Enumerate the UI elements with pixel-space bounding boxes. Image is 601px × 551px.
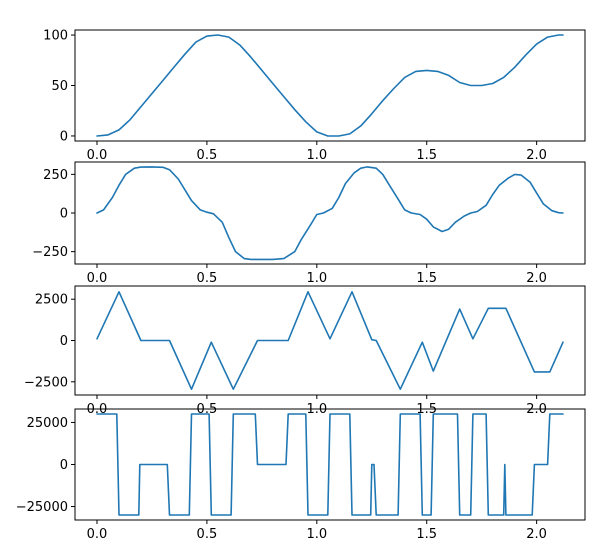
series-line xyxy=(96,34,564,137)
x-tick-label: 1.0 xyxy=(306,148,327,163)
x-tick-label: 1.0 xyxy=(306,527,327,542)
x-tick-label: 1.5 xyxy=(416,271,437,286)
subplot-2: 0.0 0.5 1.0 1.5 2.0 250 0 −250 xyxy=(32,161,586,286)
y-tick-label: −25000 xyxy=(16,500,68,515)
axes-frame xyxy=(74,29,586,142)
x-tick-label: 0.5 xyxy=(197,271,218,286)
x-tick-label: 0.5 xyxy=(197,527,218,542)
x-tick-label: 0.0 xyxy=(87,148,108,163)
x-tick-label: 1.5 xyxy=(416,527,437,542)
y-tick-label: 2500 xyxy=(35,293,68,308)
y-tick-label: 50 xyxy=(51,79,68,94)
y-tick-label: 0 xyxy=(60,334,68,349)
series-line xyxy=(96,413,564,516)
y-tick-label: −250 xyxy=(32,245,68,260)
x-tick-label: 0.0 xyxy=(87,527,108,542)
x-tick-label: 0.0 xyxy=(87,271,108,286)
y-tick-label: 100 xyxy=(43,29,68,44)
y-tick-label: 0 xyxy=(60,207,68,222)
x-tick-label: 1.5 xyxy=(416,148,437,163)
x-tick-label: 2.0 xyxy=(526,148,547,163)
y-tick-label: 250 xyxy=(43,168,68,183)
subplot-4: 0.0 0.5 1.0 1.5 2.0 25000 0 −25000 xyxy=(16,408,586,542)
series-line xyxy=(96,166,564,261)
subplot-1: 0.0 0.5 1.0 1.5 2.0 0 50 100 xyxy=(43,29,586,163)
y-tick-label: 25000 xyxy=(27,416,68,431)
series-line xyxy=(96,290,564,391)
y-tick-label: −2500 xyxy=(24,375,68,390)
x-tick-label: 2.0 xyxy=(526,271,547,286)
y-tick-label: 0 xyxy=(60,458,68,473)
x-tick-label: 2.0 xyxy=(526,527,547,542)
y-tick-label: 0 xyxy=(60,129,68,144)
x-tick-label: 1.0 xyxy=(306,271,327,286)
x-tick-label: 0.5 xyxy=(197,148,218,163)
